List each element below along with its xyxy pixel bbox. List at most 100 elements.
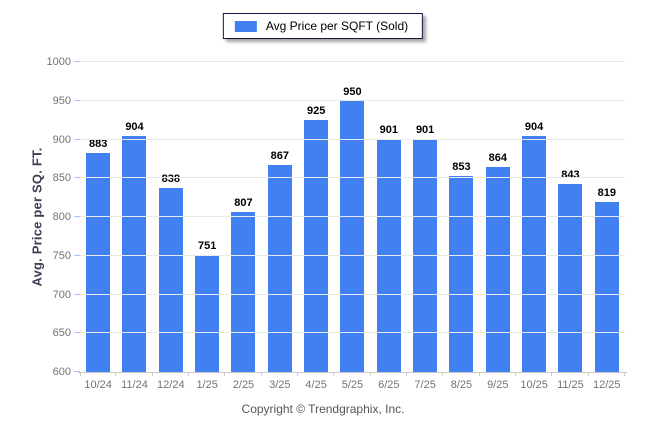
gridline [80,332,625,334]
bar-value-label: 864 [488,152,507,165]
bar-series: 883 10/24 904 11/24 838 12/24 751 1/25 807 2/25 86… [80,62,625,391]
x-axis-tick [115,372,117,376]
bar-5-25[interactable] [340,100,365,372]
x-axis-tick [260,372,262,376]
bar-value-label: 901 [379,123,398,136]
category-cell: 904 11/24 [116,62,153,391]
gridline [80,99,625,101]
y-axis-tick [74,254,80,256]
x-tick-label: 10/24 [84,379,112,391]
bar-value-label: 807 [234,196,253,209]
y-axis-tick [74,216,80,217]
x-axis-tick [514,372,516,376]
x-tick-label: 11/25 [557,379,584,391]
bar-value-label: 838 [161,172,180,185]
y-axis-tick [74,371,80,372]
y-tick-label: 850 [52,172,71,185]
bar-value-label: 925 [306,105,326,118]
bar-12-25[interactable] [594,202,619,372]
y-tick-label: 1000 [46,56,71,68]
bar-10-24[interactable] [86,152,111,372]
gridline [80,216,625,217]
bar-4-25[interactable] [304,120,329,372]
x-axis-tick [333,372,335,376]
x-tick-label: 10/25 [520,379,548,391]
gridline [80,61,625,62]
x-tick-label: 12/25 [592,379,621,391]
x-axis-line [78,372,627,373]
x-tick-label: 6/25 [378,379,400,391]
gridline [80,254,625,256]
category-cell: 864 9/25 [480,62,516,391]
y-axis-tick [74,332,80,334]
y-axis-tick [74,99,80,101]
legend-label: Avg Price per SQFT (Sold) [265,19,409,33]
bar-2-25[interactable] [231,211,256,372]
bar-8-25[interactable] [449,175,474,372]
x-axis-tick [369,372,371,376]
gridline [80,177,625,179]
x-axis-tick [224,372,226,376]
bar-12-24[interactable] [158,187,183,372]
y-tick-label: 950 [52,94,71,107]
bar-value-label: 904 [524,121,544,134]
category-cell: 751 1/25 [189,62,226,391]
category-cell: 867 3/25 [262,62,298,391]
plot-area: 883 10/24 904 11/24 838 12/24 751 1/25 807 2/25 86… [47,56,627,391]
category-cell: 901 6/25 [371,62,407,391]
y-tick-label: 600 [52,366,71,378]
y-axis-tick [74,61,80,62]
x-tick-label: 5/25 [341,379,364,391]
bar-value-label: 883 [88,137,108,150]
y-axis-tick [74,138,80,140]
bar-value-label: 843 [561,168,580,181]
x-axis-tick [442,372,444,376]
x-axis-tick [623,372,625,376]
category-cell: 853 8/25 [443,62,480,391]
bar-3-25[interactable] [267,165,292,372]
category-cell: 819 12/25 [589,62,625,391]
y-axis-tick [74,177,80,179]
copyright-text: Copyright © Trendgraphix, Inc. [241,402,405,416]
bar-value-label: 751 [197,239,217,252]
x-tick-label: 12/24 [157,379,185,391]
x-axis-tick [80,372,81,376]
x-axis-tick [151,372,153,376]
bar-9-25[interactable] [485,167,510,372]
gridline [80,293,625,295]
legend[interactable]: Avg Price per SQFT (Sold) [222,13,424,39]
y-tick-label: 900 [52,133,71,146]
x-axis-tick [405,372,407,376]
y-tick-label: 750 [52,249,71,262]
x-tick-label: 7/25 [414,379,436,391]
x-tick-label: 2/25 [232,379,255,391]
gridline [80,138,625,140]
bar-value-label: 867 [270,150,289,163]
x-axis-tick [478,372,480,376]
category-cell: 904 10/25 [516,62,553,391]
x-tick-label: 11/24 [121,379,148,391]
x-tick-label: 3/25 [269,379,291,391]
legend-swatch-icon [234,20,257,32]
category-cell: 901 7/25 [407,62,444,391]
y-tick-label: 650 [52,327,71,340]
x-axis-tick [296,372,298,376]
x-axis-tick [587,372,589,376]
bar-value-label: 819 [597,187,616,200]
category-cell: 807 2/25 [225,62,262,391]
y-tick-label: 800 [52,211,71,223]
bar-value-label: 901 [415,123,435,136]
x-tick-label: 9/25 [487,379,509,391]
x-axis-tick [187,372,189,376]
y-axis-tick [74,293,80,295]
category-cell: 843 11/25 [552,62,589,391]
bar-1-25[interactable] [195,254,220,372]
x-tick-label: 4/25 [305,379,327,391]
category-cell: 950 5/25 [334,62,371,391]
x-axis-tick [551,372,553,376]
bar-11-25[interactable] [558,183,583,372]
bar-value-label: 904 [125,121,144,134]
category-cell: 883 10/24 [80,62,117,391]
bar-value-label: 853 [452,160,471,173]
